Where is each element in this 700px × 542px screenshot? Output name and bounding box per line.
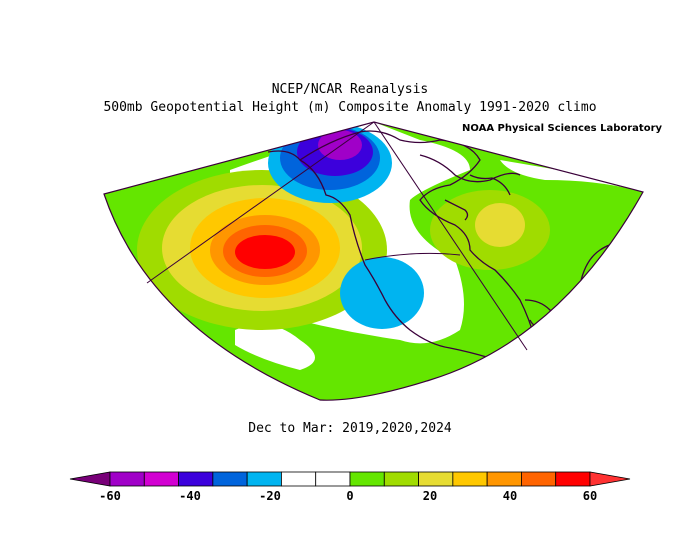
colorbar-cell <box>521 471 557 487</box>
map-subtitle: 500mb Geopotential Height (m) Composite … <box>103 100 597 115</box>
colorbar-cell <box>212 471 248 487</box>
neutral-region-east <box>500 160 643 192</box>
colorbar-arrow-high <box>589 471 631 487</box>
colorbar-cell <box>383 471 419 487</box>
map-boundary <box>103 121 644 401</box>
colorbar-tick-label: 60 <box>583 489 597 503</box>
colorbar-tick-label: 0 <box>346 489 353 503</box>
colorbar-cell <box>418 471 454 487</box>
colorbar-cell <box>452 471 488 487</box>
colorbar-cell <box>486 471 522 487</box>
colorbar-cell <box>246 471 282 487</box>
colorbar-cell <box>349 471 385 487</box>
map-title: NCEP/NCAR Reanalysis <box>271 82 429 97</box>
colorbar-tick-label: 40 <box>503 489 517 503</box>
colorbar-tick-label: -60 <box>99 489 121 503</box>
credit-label: NOAA Physical Sciences Laboratory <box>462 123 663 134</box>
east-positive-core <box>475 203 525 247</box>
colorbar-cell <box>109 471 145 487</box>
colorbar-cell <box>178 471 214 487</box>
meridian-west <box>146 121 375 284</box>
colorbar-cell <box>555 471 591 487</box>
colorbar-tick-label: -40 <box>179 489 201 503</box>
colorbar-cell <box>315 471 351 487</box>
parallel <box>364 252 461 261</box>
colorbar-cell <box>143 471 179 487</box>
colorbar-cell <box>281 471 317 487</box>
colorbar-arrow-low <box>69 471 111 487</box>
pacific-positive-60 <box>235 235 295 269</box>
neutral-region-west <box>235 324 315 370</box>
colorbar-tick-label: -20 <box>259 489 281 503</box>
meridian-east <box>373 121 528 351</box>
period-label: Dec to Mar: 2019,2020,2024 <box>248 421 452 436</box>
alaska-negative-40 <box>318 130 362 160</box>
colorbar-tick-label: 20 <box>423 489 437 503</box>
